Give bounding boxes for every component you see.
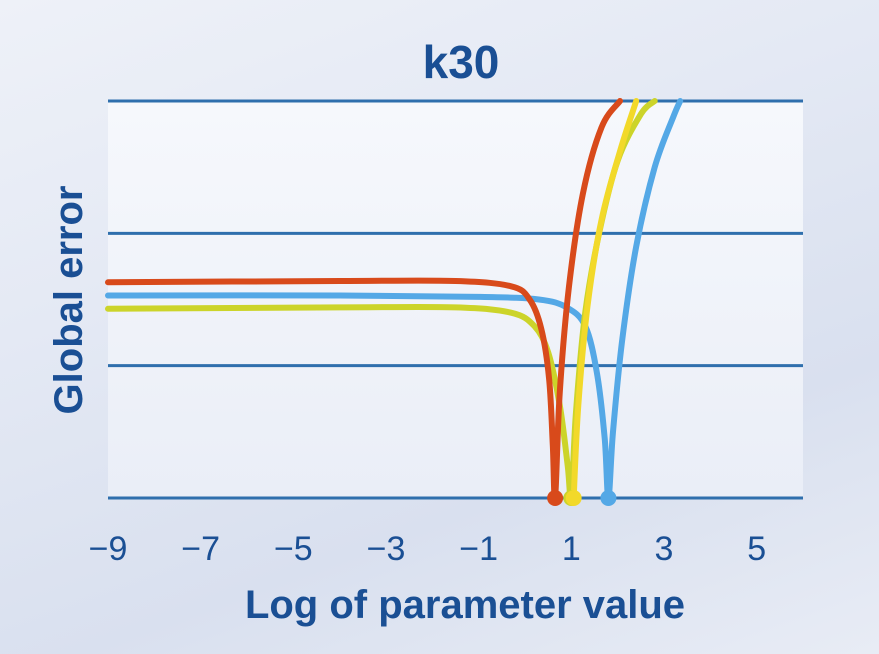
series-line-3	[105, 98, 623, 503]
minimum-marker-0	[600, 490, 617, 506]
x-tick-label: −1	[459, 530, 498, 568]
x-tick-label: −9	[89, 530, 128, 568]
x-tick-label: 1	[562, 530, 581, 568]
x-axis-label: Log of parameter value	[245, 583, 685, 627]
series-line-2	[570, 98, 640, 501]
x-tick-label: −5	[274, 530, 313, 568]
x-tick-label: −3	[367, 530, 406, 568]
y-axis-label: Global error	[47, 186, 91, 415]
minimum-marker-2	[565, 490, 582, 506]
chart-title: k30	[423, 36, 500, 88]
x-tick-label: 3	[655, 530, 674, 568]
x-tick-label: −7	[181, 530, 220, 568]
series-line-0	[105, 98, 684, 502]
minimum-marker-3	[547, 490, 564, 506]
x-tick-label: 5	[747, 530, 766, 568]
